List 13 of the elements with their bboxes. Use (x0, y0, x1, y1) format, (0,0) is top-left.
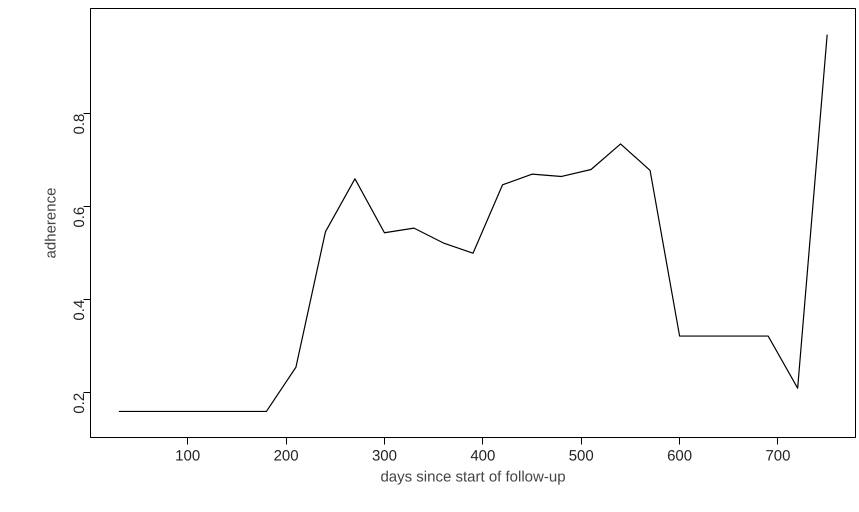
x-tick-label: 700 (765, 448, 790, 464)
y-tick-label: 0.4 (71, 300, 88, 321)
x-tick-label: 500 (568, 448, 594, 464)
y-axis-title: adherence (42, 188, 60, 258)
x-tick-label: 600 (667, 448, 692, 464)
x-tick-label: 300 (372, 448, 397, 464)
x-tick-label: 400 (470, 448, 496, 464)
y-tick-label: 0.8 (71, 114, 88, 135)
x-tick-label: 200 (274, 448, 299, 464)
x-axis-title: days since start of follow-up (380, 468, 566, 486)
y-tick-label: 0.6 (71, 206, 88, 228)
x-tick-label: 100 (175, 448, 200, 464)
y-tick-label: 0.2 (71, 392, 88, 414)
